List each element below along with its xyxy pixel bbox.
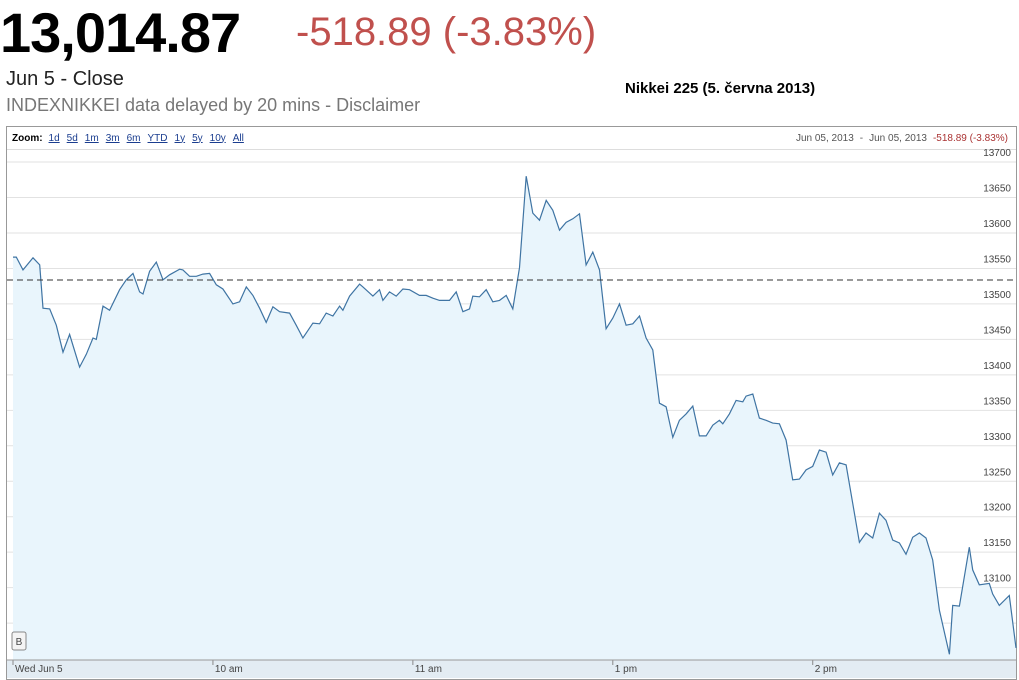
y-tick-label: 13500 <box>983 290 1011 301</box>
x-tick-label: 10 am <box>215 664 243 675</box>
y-tick-label: 13450 <box>983 325 1011 336</box>
range-end: Jun 05, 2013 <box>869 132 927 144</box>
y-tick-label: 13100 <box>983 574 1011 585</box>
zoom-option[interactable]: 1d <box>48 132 60 144</box>
price-line <box>13 176 1017 655</box>
y-tick-label: 13150 <box>983 538 1011 549</box>
x-axis-band <box>7 660 1016 678</box>
y-tick-label: 13550 <box>983 254 1011 265</box>
y-tick-label: 13400 <box>983 361 1011 372</box>
zoom-label: Zoom: <box>12 132 43 144</box>
zoom-options: 1d 5d 1m 3m 6m YTD 1y 5y 10y All <box>49 133 251 144</box>
range-separator: - <box>859 132 864 144</box>
y-tick-label: 13200 <box>983 503 1011 514</box>
zoom-option[interactable]: 10y <box>209 132 226 144</box>
marker-label: B <box>16 637 23 648</box>
range-info: Jun 05, 2013 - Jun 05, 2013 -518.89 (-3.… <box>796 133 1008 144</box>
zoom-option[interactable]: YTD <box>147 132 168 144</box>
chart-caption: Nikkei 225 (5. června 2013) <box>625 80 816 97</box>
x-tick-label: 1 pm <box>615 664 637 675</box>
zoom-option[interactable]: 1m <box>84 132 99 144</box>
y-tick-label: 13250 <box>983 467 1011 478</box>
zoom-option[interactable]: 1y <box>174 132 186 144</box>
zoom-option[interactable]: 5y <box>192 132 203 144</box>
x-tick-label: 11 am <box>415 664 442 675</box>
y-tick-label: 13300 <box>983 432 1011 443</box>
y-tick-label: 13350 <box>983 396 1011 407</box>
price: 13,014.87 <box>0 1 241 64</box>
source-note: INDEXNIKKEI data delayed by 20 mins - Di… <box>6 95 421 115</box>
marker-box <box>11 631 27 651</box>
y-tick-label: 13600 <box>983 219 1011 230</box>
range-change: -518.89 (-3.83%) <box>932 132 1008 144</box>
area-fill <box>13 176 1016 660</box>
y-tick-label: 13650 <box>983 184 1011 195</box>
zoom-option[interactable]: All <box>232 132 244 144</box>
x-tick-label: Wed Jun 5 <box>15 664 63 675</box>
date-label: Jun 5 - Close <box>6 68 124 90</box>
range-start: Jun 05, 2013 <box>795 132 854 144</box>
price-change: -518.89 (-3.83%) <box>296 10 597 54</box>
zoom-option[interactable]: 3m <box>105 132 120 144</box>
zoom-option[interactable]: 5d <box>66 132 78 144</box>
x-tick-label: 2 pm <box>815 664 837 675</box>
toolbar: Zoom: 1d 5d 1m 3m 6m YTD 1y 5y 10y All Jun 05, 20… <box>7 127 1016 150</box>
y-tick-label: 13700 <box>983 148 1011 159</box>
zoom-option[interactable]: 6m <box>126 132 141 144</box>
